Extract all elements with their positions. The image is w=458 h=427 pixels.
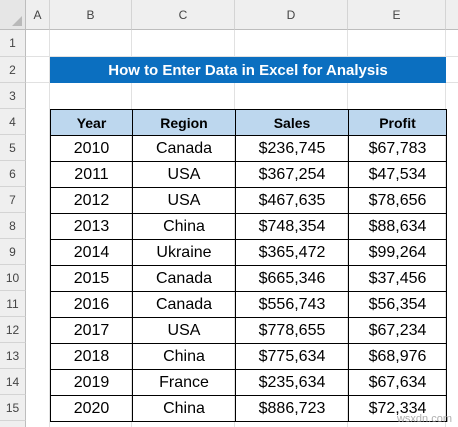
column-header-e[interactable]: E — [348, 0, 446, 30]
table-row: 2010 Canada $236,745 $67,783 — [50, 135, 447, 162]
gridline — [26, 56, 458, 57]
header-region[interactable]: Region — [132, 109, 236, 136]
cell-profit[interactable]: $78,656 — [348, 187, 447, 214]
header-profit[interactable]: Profit — [348, 109, 447, 136]
row-header-4[interactable]: 4 — [0, 109, 26, 135]
row-header-3[interactable]: 3 — [0, 83, 26, 109]
cell-sales[interactable]: $778,655 — [235, 317, 349, 344]
cell-profit[interactable]: $88,634 — [348, 213, 447, 240]
cell-region[interactable]: USA — [132, 317, 236, 344]
column-header-b[interactable]: B — [50, 0, 132, 30]
select-all-corner[interactable] — [0, 0, 26, 30]
cell-year[interactable]: 2016 — [50, 291, 133, 318]
row-header-13[interactable]: 13 — [0, 343, 26, 369]
cell-year[interactable]: 2014 — [50, 239, 133, 266]
cell-profit[interactable]: $67,234 — [348, 317, 447, 344]
cell-year[interactable]: 2010 — [50, 135, 133, 162]
cell-profit[interactable]: $37,456 — [348, 265, 447, 292]
cell-profit[interactable]: $47,534 — [348, 161, 447, 188]
cell-sales[interactable]: $365,472 — [235, 239, 349, 266]
header-sales[interactable]: Sales — [235, 109, 349, 136]
cell-sales[interactable]: $665,346 — [235, 265, 349, 292]
row-header-1[interactable]: 1 — [0, 30, 26, 57]
table-row: 2019 France $235,634 $67,634 — [50, 369, 447, 396]
cell-sales[interactable]: $748,354 — [235, 213, 349, 240]
table-row: 2017 USA $778,655 $67,234 — [50, 317, 447, 344]
table-row: 2012 USA $467,635 $78,656 — [50, 187, 447, 214]
row-header-11[interactable]: 11 — [0, 291, 26, 317]
table-row: 2020 China $886,723 $72,334 — [50, 395, 447, 422]
row-header-10[interactable]: 10 — [0, 265, 26, 291]
header-year[interactable]: Year — [50, 109, 133, 136]
row-header-14[interactable]: 14 — [0, 369, 26, 395]
cell-profit[interactable]: $68,976 — [348, 343, 447, 370]
cell-year[interactable]: 2012 — [50, 187, 133, 214]
cell-sales[interactable]: $556,743 — [235, 291, 349, 318]
cell-sales[interactable]: $235,634 — [235, 369, 349, 396]
cell-profit[interactable]: $67,634 — [348, 369, 447, 396]
cell-region[interactable]: Canada — [132, 291, 236, 318]
cell-sales[interactable]: $775,634 — [235, 343, 349, 370]
sheet-title-cell[interactable]: How to Enter Data in Excel for Analysis — [50, 57, 446, 83]
cell-region[interactable]: Ukraine — [132, 239, 236, 266]
cell-year[interactable]: 2019 — [50, 369, 133, 396]
cell-profit[interactable]: $72,334 — [348, 395, 447, 422]
column-header-a[interactable]: A — [26, 0, 50, 30]
table-row: 2015 Canada $665,346 $37,456 — [50, 265, 447, 292]
table-row: 2011 USA $367,254 $47,534 — [50, 161, 447, 188]
cell-profit[interactable]: $99,264 — [348, 239, 447, 266]
column-header-d[interactable]: D — [235, 0, 348, 30]
cell-year[interactable]: 2017 — [50, 317, 133, 344]
column-header-c[interactable]: C — [132, 0, 235, 30]
table-row: 2016 Canada $556,743 $56,354 — [50, 291, 447, 318]
row-header-6[interactable]: 6 — [0, 161, 26, 187]
table-header-row: Year Region Sales Profit — [50, 109, 447, 136]
cell-region[interactable]: USA — [132, 187, 236, 214]
cell-region[interactable]: France — [132, 369, 236, 396]
row-header-overflow — [0, 421, 26, 427]
table-row: 2014 Ukraine $365,472 $99,264 — [50, 239, 447, 266]
row-header-9[interactable]: 9 — [0, 239, 26, 265]
cell-region[interactable]: USA — [132, 161, 236, 188]
cell-sales[interactable]: $467,635 — [235, 187, 349, 214]
row-header-7[interactable]: 7 — [0, 187, 26, 213]
row-header-12[interactable]: 12 — [0, 317, 26, 343]
row-header-8[interactable]: 8 — [0, 213, 26, 239]
gridline — [49, 30, 50, 427]
select-all-triangle-icon — [12, 16, 22, 26]
cell-profit[interactable]: $67,783 — [348, 135, 447, 162]
cell-profit[interactable]: $56,354 — [348, 291, 447, 318]
watermark: wsxdn.com — [396, 413, 452, 425]
cell-year[interactable]: 2015 — [50, 265, 133, 292]
data-table: Year Region Sales Profit 2010 Canada $23… — [50, 109, 447, 422]
cell-year[interactable]: 2020 — [50, 395, 133, 422]
row-header-15[interactable]: 15 — [0, 395, 26, 421]
cell-year[interactable]: 2018 — [50, 343, 133, 370]
cell-region[interactable]: China — [132, 343, 236, 370]
cell-region[interactable]: Canada — [132, 265, 236, 292]
cell-region[interactable]: China — [132, 395, 236, 422]
cell-sales[interactable]: $886,723 — [235, 395, 349, 422]
cell-sales[interactable]: $367,254 — [235, 161, 349, 188]
cell-region[interactable]: China — [132, 213, 236, 240]
table-row: 2018 China $775,634 $68,976 — [50, 343, 447, 370]
table-row: 2013 China $748,354 $88,634 — [50, 213, 447, 240]
cell-year[interactable]: 2013 — [50, 213, 133, 240]
cell-year[interactable]: 2011 — [50, 161, 133, 188]
row-header-5[interactable]: 5 — [0, 135, 26, 161]
column-header-overflow — [446, 0, 458, 30]
row-header-2[interactable]: 2 — [0, 57, 26, 83]
cell-sales[interactable]: $236,745 — [235, 135, 349, 162]
cell-region[interactable]: Canada — [132, 135, 236, 162]
